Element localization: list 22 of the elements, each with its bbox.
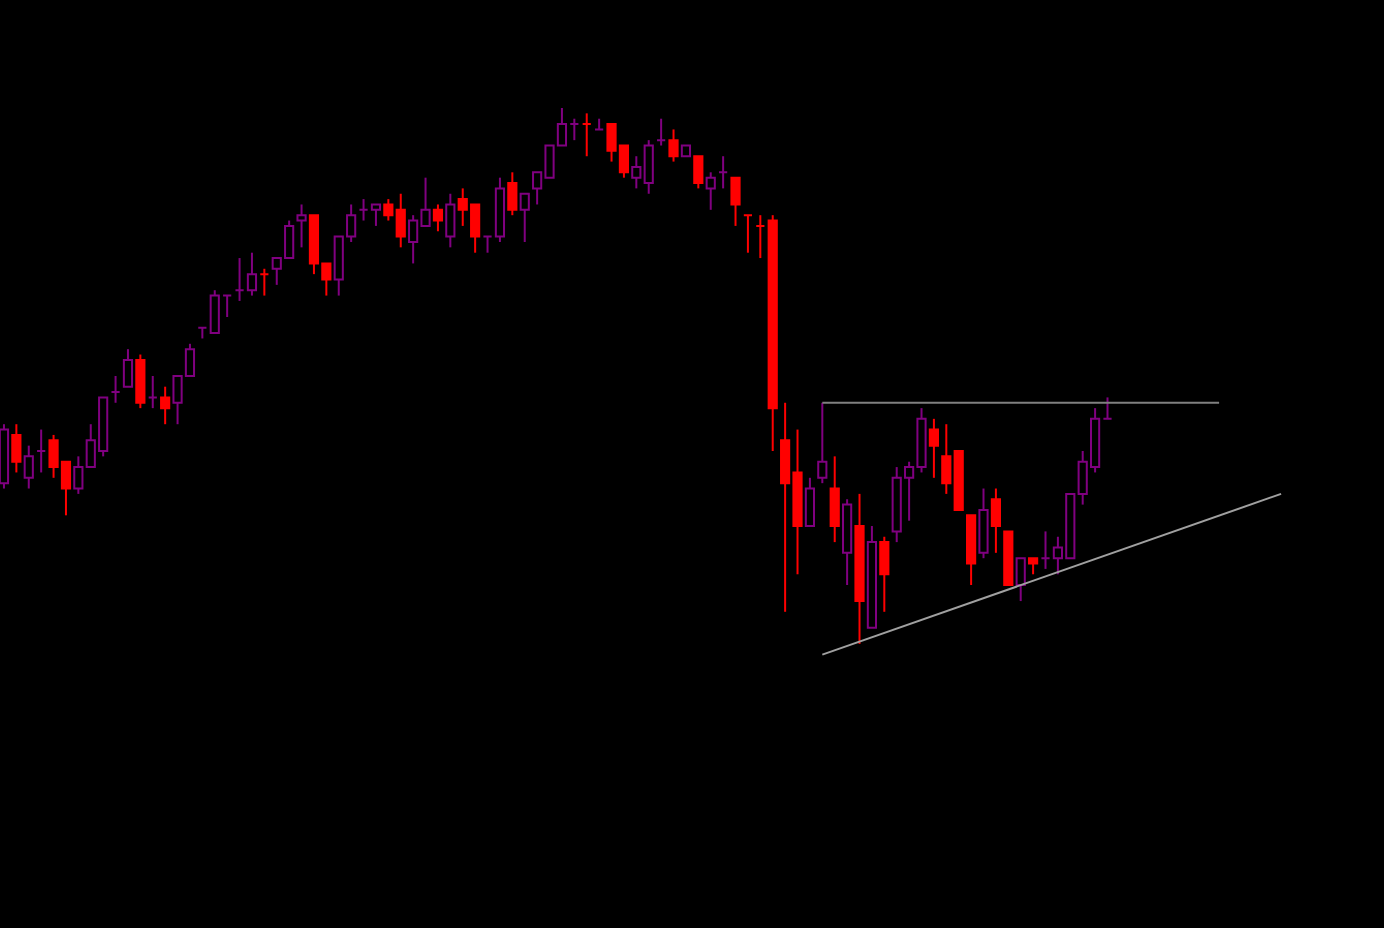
candlestick [519,192,530,243]
candlestick [122,348,134,388]
candlestick [445,192,456,249]
candlestick [990,487,1001,554]
candlestick [507,171,518,217]
candlestick [829,455,840,544]
candlestick [928,417,939,479]
candlestick [1015,557,1026,603]
candlestick [705,171,716,211]
candlestick [23,444,34,490]
candlestick [11,423,22,474]
candlestick [879,535,890,613]
candlestick [804,476,816,528]
candlestick [693,155,704,190]
candlestick [135,353,146,410]
candlestick [296,203,307,249]
candlestick [432,203,444,233]
candlestick [978,487,989,560]
candlestick [817,401,828,485]
candlestick [730,176,741,227]
candlestick [160,385,171,426]
candlestick [668,128,679,163]
